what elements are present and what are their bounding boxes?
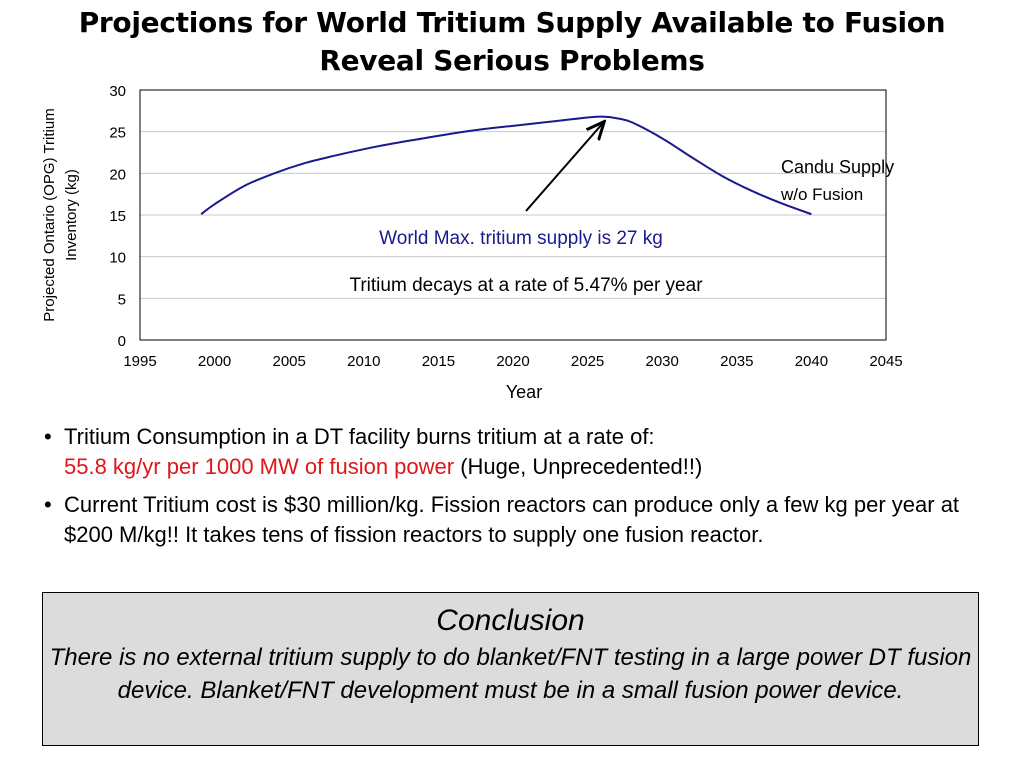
x-tick-label: 2025 <box>571 353 604 370</box>
y-tick-labels: 0 5 10 15 20 25 30 <box>109 83 126 350</box>
title-line-1: Projections for World Tritium Supply Ava… <box>78 6 946 39</box>
series-layer <box>200 115 812 216</box>
x-tick-label: 2030 <box>646 353 679 370</box>
slide-title: Projections for World Tritium Supply Ava… <box>0 4 1024 80</box>
y-axis-label-line-1: Projected Ontario (OPG) Tritium <box>41 108 58 321</box>
x-tick-label: 2035 <box>720 353 753 370</box>
decay-rate-annotation: Tritium decays at a rate of 5.47% per ye… <box>349 275 703 296</box>
x-tick-label: 2020 <box>496 353 529 370</box>
peak-arrow <box>525 123 603 212</box>
x-tick-label: 2015 <box>422 353 455 370</box>
y-tick-label: 30 <box>109 83 126 100</box>
x-tick-label: 1995 <box>123 353 156 370</box>
y-tick-label: 5 <box>118 291 126 308</box>
x-tick-label: 2010 <box>347 353 380 370</box>
conclusion-heading: Conclusion <box>436 604 585 637</box>
y-tick-label: 0 <box>118 333 126 350</box>
bullet-item-consumption: • Tritium Consumption in a DT facility b… <box>44 422 994 482</box>
bullet-1-tail: (Huge, Unprecedented!!) <box>454 454 703 479</box>
y-axis-label-line-2: Inventory (kg) <box>63 169 80 261</box>
title-line-2: Reveal Serious Problems <box>319 44 705 77</box>
y-tick-label: 15 <box>109 208 126 225</box>
bullet-1-text: Tritium Consumption in a DT facility bur… <box>64 424 655 449</box>
bullet-marker: • <box>44 492 52 517</box>
conclusion-box: Conclusion There is no external tritium … <box>42 592 979 746</box>
x-tick-label: 2040 <box>795 353 828 370</box>
candu-supply-label-line-1: Candu Supply <box>781 157 894 177</box>
bullet-2-text: Current Tritium cost is $30 million/kg. … <box>64 492 960 547</box>
bullet-item-cost: • Current Tritium cost is $30 million/kg… <box>44 490 994 550</box>
world-max-annotation: World Max. tritium supply is 27 kg <box>379 228 663 249</box>
x-tick-label: 2000 <box>198 353 231 370</box>
x-tick-labels: 1995 2000 2005 2010 2015 2020 2025 2030 2035 2040… <box>123 353 902 370</box>
y-tick-label: 20 <box>109 166 126 183</box>
y-tick-label: 10 <box>109 250 126 267</box>
conclusion-body: There is no external tritium supply to d… <box>49 644 972 704</box>
x-axis-label: Year <box>506 382 542 402</box>
x-tick-label: 2045 <box>869 353 902 370</box>
plot-area <box>139 89 887 341</box>
series-line-1 <box>200 115 812 216</box>
bullet-1-highlight: 55.8 kg/yr per 1000 MW of fusion power <box>64 454 455 479</box>
x-tick-label: 2005 <box>273 353 306 370</box>
bullet-list: • Tritium Consumption in a DT facility b… <box>44 422 994 558</box>
grid-lines <box>140 131 886 299</box>
bullet-marker: • <box>44 424 52 449</box>
y-tick-label: 25 <box>109 125 126 142</box>
candu-supply-label-line-2: w/o Fusion <box>780 185 863 204</box>
